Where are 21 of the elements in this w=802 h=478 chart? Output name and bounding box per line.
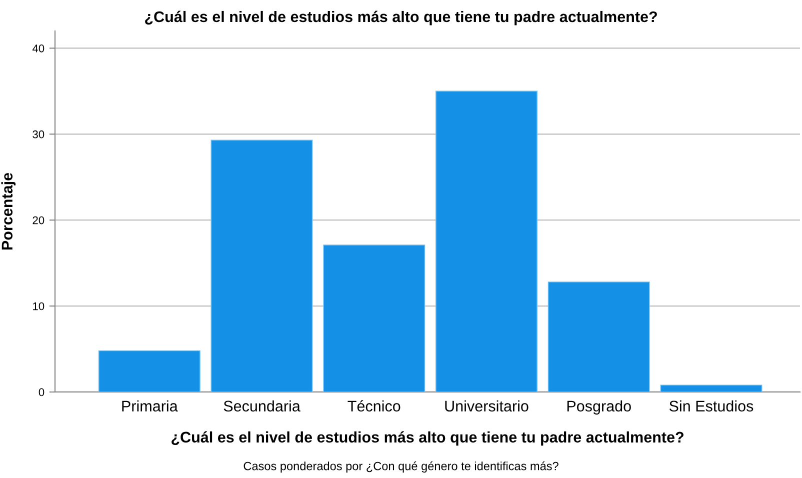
y-tick-label: 40 <box>32 44 44 52</box>
y-tick-label: 0 <box>38 388 44 396</box>
bar <box>210 140 313 392</box>
x-tick-label: Sin Estudios <box>669 400 754 412</box>
y-tick-label: 20 <box>32 216 44 224</box>
x-tick-label: Técnico <box>348 400 400 412</box>
x-tick-label: Primaria <box>122 400 178 412</box>
bar <box>660 384 762 392</box>
x-axis-title: ¿Cuál es el nivel de estudios más alto que tiene tu padre actualmente? <box>172 431 684 446</box>
y-axis-title: Porcentaje <box>1 172 16 250</box>
bar <box>323 244 426 392</box>
x-tick-label: Posgrado <box>567 400 631 415</box>
chart-title: ¿Cuál es el nivel de estudios más alto que tiene tu padre actualmente? <box>145 10 657 26</box>
y-tick-label: 10 <box>33 302 44 310</box>
bar <box>98 350 200 392</box>
x-tick-label: Universitario <box>445 400 528 412</box>
y-tick-label: 30 <box>32 130 44 138</box>
x-tick-label: Secundaria <box>224 400 300 412</box>
bar <box>548 282 650 392</box>
bar <box>436 90 538 392</box>
text: Casos ponderados por ¿Con qué género te identificas más? <box>244 461 558 473</box>
